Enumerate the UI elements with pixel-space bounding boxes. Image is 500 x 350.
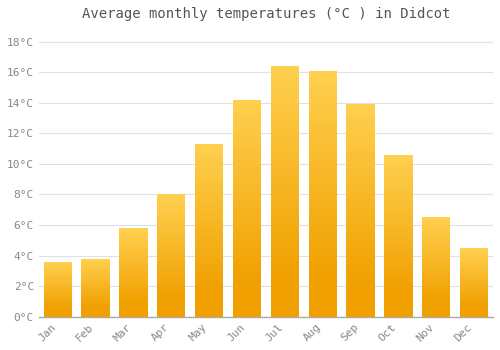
Bar bbox=[119, 228, 148, 317]
Bar bbox=[157, 195, 186, 317]
Bar bbox=[44, 262, 72, 317]
Bar bbox=[195, 144, 224, 317]
Bar bbox=[422, 217, 450, 317]
Bar bbox=[82, 259, 110, 317]
Bar bbox=[346, 104, 375, 317]
Bar bbox=[233, 100, 261, 317]
Title: Average monthly temperatures (°C ) in Didcot: Average monthly temperatures (°C ) in Di… bbox=[82, 7, 450, 21]
Bar bbox=[270, 66, 299, 317]
Bar bbox=[460, 248, 488, 317]
Bar bbox=[308, 71, 337, 317]
Bar bbox=[384, 155, 412, 317]
